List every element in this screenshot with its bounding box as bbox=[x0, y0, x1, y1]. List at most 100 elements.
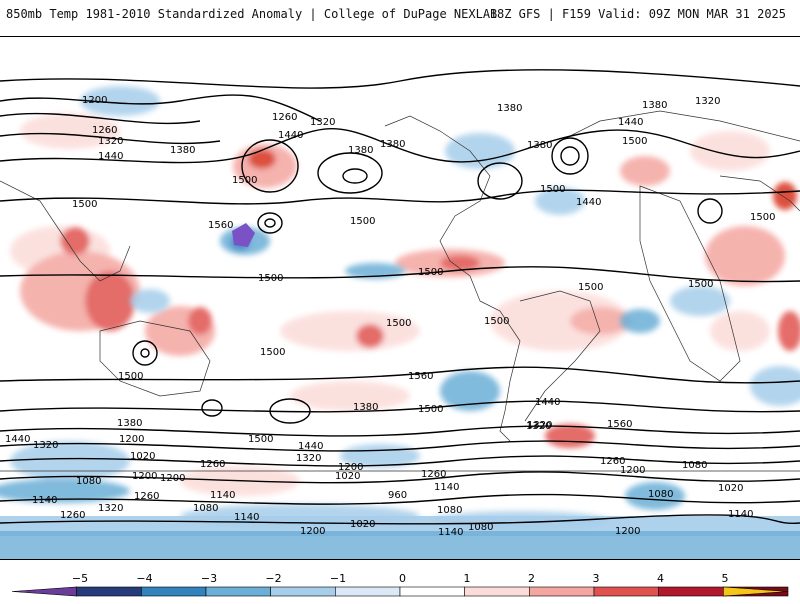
contour-label: 1080 bbox=[76, 476, 101, 487]
contour-label: 1440 bbox=[618, 117, 643, 128]
colorbar-swatch bbox=[205, 586, 271, 597]
model-run-info: 18Z GFS | F159 Valid: 09Z MON MAR 31 202… bbox=[489, 7, 786, 21]
colorbar-tick-label: −3 bbox=[201, 572, 217, 585]
contour-label: 1500 bbox=[258, 273, 283, 284]
contour-label: 1440 bbox=[298, 441, 323, 452]
contour-label: 1320 bbox=[98, 136, 123, 147]
contour-label: 1380 bbox=[642, 100, 667, 111]
colorbar-tick-label: −4 bbox=[136, 572, 152, 585]
extreme-cold-spot bbox=[232, 223, 255, 247]
colorbar-tick-label: −2 bbox=[265, 572, 281, 585]
colorbar-tick-label: 4 bbox=[657, 572, 664, 585]
antarctic-cold-band-deep bbox=[0, 531, 800, 559]
contour-label: 1320 bbox=[33, 440, 58, 451]
contour-label: 1320 bbox=[695, 96, 720, 107]
contour-label: 1260 bbox=[134, 491, 159, 502]
contour-label: 1200 bbox=[300, 526, 325, 537]
colorbar-swatch bbox=[76, 586, 142, 597]
contour-label: 1200 bbox=[338, 462, 363, 473]
contour-label: 1440 bbox=[576, 197, 601, 208]
contour-label: 1500 bbox=[418, 267, 443, 278]
contour-label: 1500 bbox=[622, 136, 647, 147]
contour-label: 1380 bbox=[170, 145, 195, 156]
contour-label: 1260 bbox=[272, 112, 297, 123]
contour-label: 960 bbox=[388, 490, 407, 501]
colorbar-swatch bbox=[399, 586, 465, 597]
contour-label: 1020 bbox=[130, 451, 155, 462]
colorbar-tick-label: 2 bbox=[528, 572, 535, 585]
contour-label: 1200 bbox=[82, 95, 107, 106]
contour-label: 1560 bbox=[607, 419, 632, 430]
contour-label: 1500 bbox=[750, 212, 775, 223]
contour-label: 1500 bbox=[248, 434, 273, 445]
colorbar-swatch bbox=[270, 586, 336, 597]
contour-label: 1380 bbox=[380, 139, 405, 150]
contour-label: 1200 bbox=[620, 465, 645, 476]
colorbar-swatch bbox=[335, 586, 401, 597]
map-header: 850mb Temp 1981-2010 Standardized Anomal… bbox=[0, 0, 800, 36]
contour-label: 1500 bbox=[260, 347, 285, 358]
contour-label: 1500 bbox=[386, 318, 411, 329]
colorbar-swatch bbox=[11, 586, 77, 597]
contour-label: 1500 bbox=[688, 279, 713, 290]
contour-label: 1440 bbox=[278, 130, 303, 141]
contour-label: 1140 bbox=[728, 509, 753, 520]
contour-label: 1140 bbox=[434, 482, 459, 493]
contour-label: 1380 bbox=[117, 418, 142, 429]
anomaly-colorbar: −5 −4 −3 −2 −1 0 1 2 3 4 5 bbox=[0, 570, 800, 600]
contour-label: 1560 bbox=[408, 371, 433, 382]
contour-label: 1260 bbox=[60, 510, 85, 521]
contour-label: 1500 bbox=[232, 175, 257, 186]
contour-label: 1440 bbox=[98, 151, 123, 162]
contour-label: 1500 bbox=[484, 316, 509, 327]
colorbar-tick-label: −1 bbox=[330, 572, 346, 585]
contour-label: 1200 bbox=[132, 471, 157, 482]
contour-label: 1500 bbox=[578, 282, 603, 293]
contour-label: 1440 bbox=[5, 434, 30, 445]
colorbar-swatch bbox=[723, 586, 789, 597]
contour-label: 1380 bbox=[527, 140, 552, 151]
contour-label: 1500 bbox=[418, 404, 443, 415]
map-title: 850mb Temp 1981-2010 Standardized Anomal… bbox=[6, 7, 498, 21]
colorbar-swatch bbox=[464, 586, 530, 597]
colorbar-swatch bbox=[658, 586, 724, 597]
contour-label: 1500 bbox=[118, 371, 143, 382]
warm-anomaly-shading bbox=[10, 113, 800, 496]
contour-label: 1380 bbox=[348, 145, 373, 156]
contour-label: 1200 bbox=[119, 434, 144, 445]
contour-label: 1260 bbox=[600, 456, 625, 467]
contour-label: 1080 bbox=[468, 522, 493, 533]
contour-label: 1320 bbox=[296, 453, 321, 464]
contour-label: 1500 bbox=[72, 199, 97, 210]
colorbar-tick-label: 1 bbox=[464, 572, 471, 585]
contour-label: 1020 bbox=[718, 483, 743, 494]
colorbar-swatch bbox=[593, 586, 659, 597]
contour-label: 1080 bbox=[682, 460, 707, 471]
contour-label: 1080 bbox=[648, 489, 673, 500]
contour-label: 1500 bbox=[540, 184, 565, 195]
contour-label: 1140 bbox=[234, 512, 259, 523]
contour-label: 1020 bbox=[350, 519, 375, 530]
contour-label: 1380 bbox=[497, 103, 522, 114]
height-contours bbox=[0, 69, 800, 525]
contour-label: 1500 bbox=[350, 216, 375, 227]
contour-label: 1140 bbox=[438, 527, 463, 538]
contour-label: 1260 bbox=[92, 125, 117, 136]
contour-label: 1380 bbox=[353, 402, 378, 413]
contour-label: 1260 bbox=[200, 459, 225, 470]
contour-label: 1200 bbox=[160, 473, 185, 484]
colorbar-swatch bbox=[141, 586, 207, 597]
contour-label: 1320 bbox=[98, 503, 123, 514]
coastlines bbox=[0, 110, 800, 472]
contour-label: 1560 bbox=[208, 220, 233, 231]
contour-label: 1140 bbox=[32, 495, 57, 506]
contour-label: 1440 bbox=[535, 397, 560, 408]
anomaly-map: 1200 1260 1320 1440 1380 1260 1320 1380 … bbox=[0, 36, 800, 560]
contour-label: 1020 bbox=[335, 471, 360, 482]
contour-label: 1320 bbox=[310, 117, 335, 128]
colorbar-tick-label: 0 bbox=[399, 572, 406, 585]
contour-label: 1260 bbox=[421, 469, 446, 480]
colorbar-tick-label: 3 bbox=[593, 572, 600, 585]
contour-label: 1200 bbox=[615, 526, 640, 537]
contour-labels: 1200 1260 1320 1440 1380 1260 1320 1380 … bbox=[5, 95, 775, 538]
